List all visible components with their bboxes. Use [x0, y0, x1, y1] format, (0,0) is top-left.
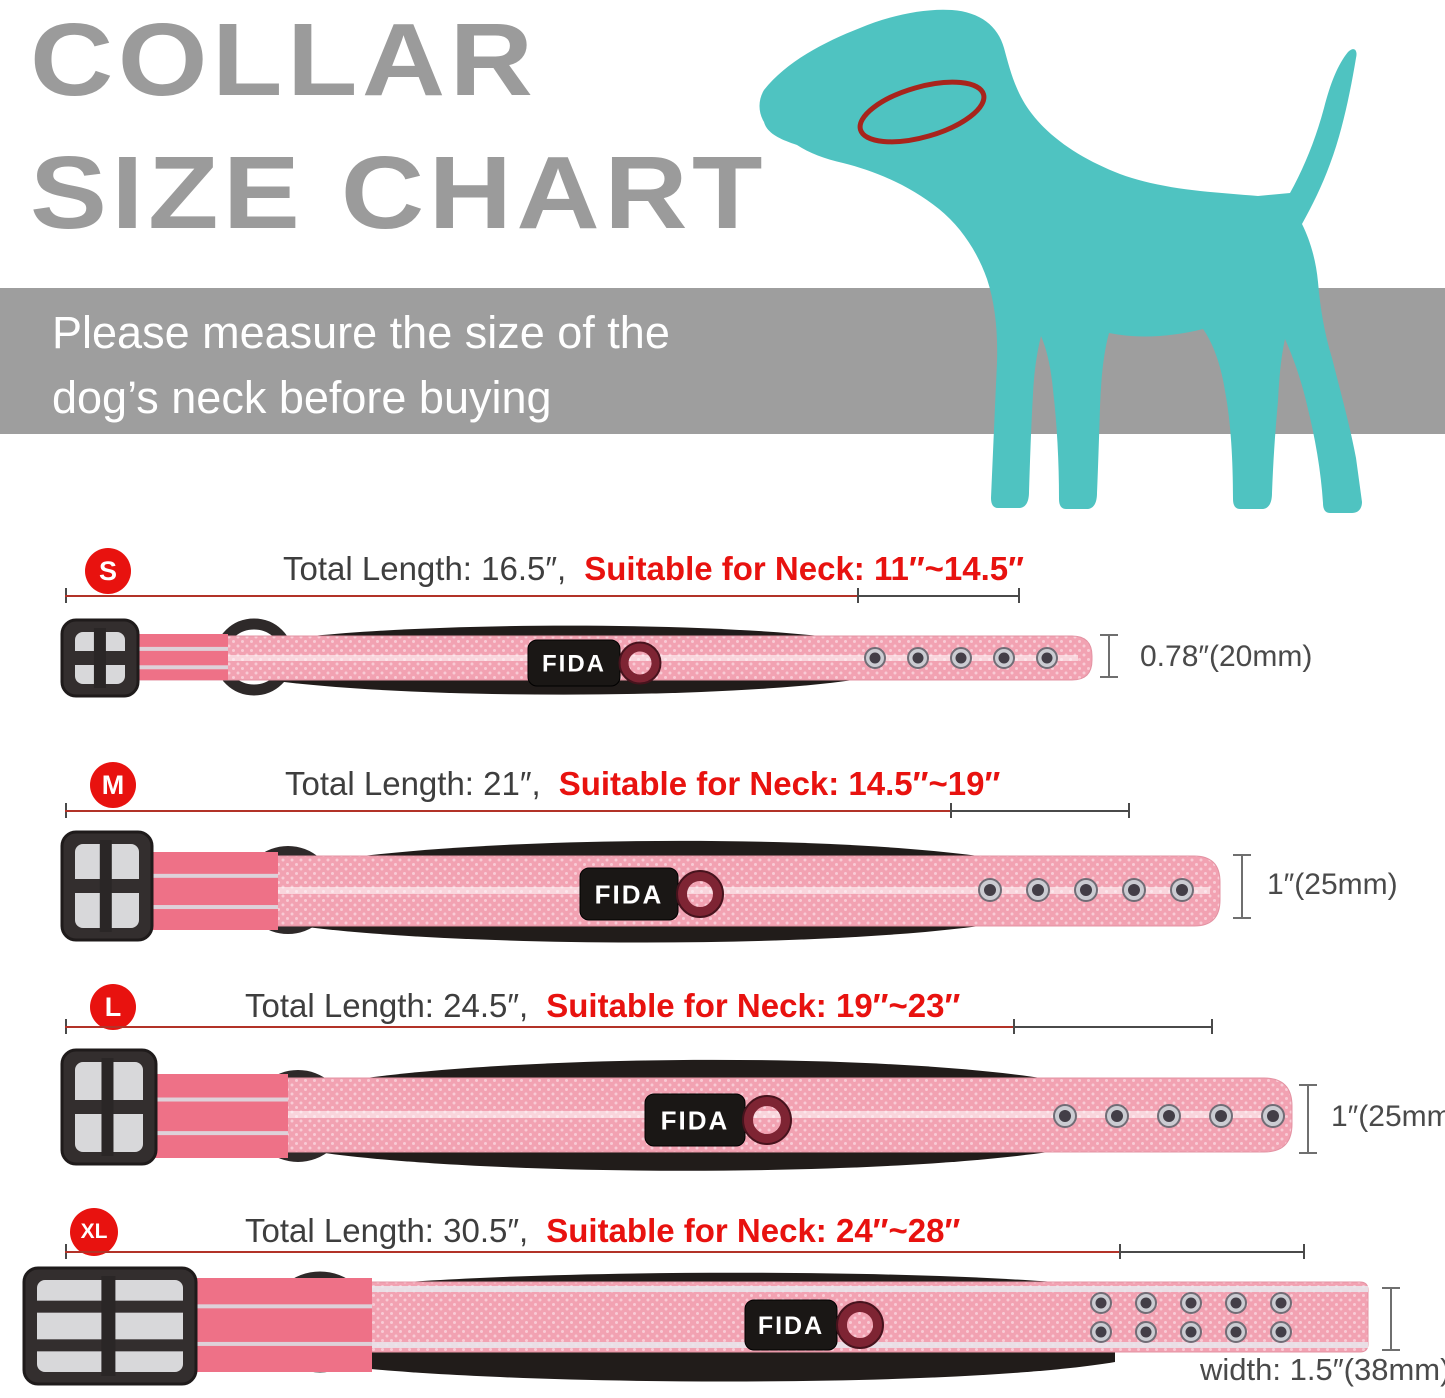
size-badge-l: L: [90, 984, 136, 1030]
brand-label: FIDA: [644, 1093, 746, 1147]
total-length-label-l: Total Length: 24.5″,: [245, 987, 529, 1024]
collar-graphic-xl: FIDA: [22, 1266, 1369, 1386]
grommet-hole: [1267, 1110, 1279, 1122]
size-row-labels-xl: Total Length: 30.5″, Suitable for Neck: …: [245, 1212, 960, 1250]
width-label-s: 0.78″(20mm): [1140, 640, 1313, 673]
size-row-labels-m: Total Length: 21″, Suitable for Neck: 14…: [285, 765, 1000, 803]
buckle-strap-stripe: [126, 873, 278, 878]
size-row-labels-l: Total Length: 24.5″, Suitable for Neck: …: [245, 987, 960, 1025]
grommet-hole: [1230, 1297, 1242, 1309]
brand-label: FIDA: [579, 867, 679, 921]
grommet-hole: [1185, 1326, 1197, 1338]
width-marker-xl: [1382, 1287, 1400, 1351]
width-marker-s: [1100, 634, 1118, 678]
neck-range-label-xl: Suitable for Neck: 24″~28″: [546, 1212, 961, 1249]
width-label-xl: width: 1.5″(38mm): [1200, 1352, 1445, 1387]
grommet-hole: [1095, 1326, 1107, 1338]
collar-graphic-m: FIDA: [60, 830, 1221, 943]
dog-silhouette: [759, 9, 1362, 513]
buckle-strap-stripe: [140, 1304, 372, 1309]
width-marker-m: [1233, 854, 1251, 919]
grommet-hole: [984, 884, 996, 896]
total-length-line-m: [65, 803, 1130, 818]
grommet-hole: [1215, 1110, 1227, 1122]
grommet-hole: [1140, 1326, 1152, 1338]
buckle-strap-stripe: [116, 665, 228, 670]
banner-text-line1: Please measure the size of the: [52, 307, 670, 358]
brand-label: FIDA: [527, 639, 621, 687]
reflective-stripe-top: [360, 1286, 1368, 1292]
brand-label-text: FIDA: [595, 879, 664, 909]
total-length-label-xl: Total Length: 30.5″,: [245, 1212, 529, 1249]
grommet-hole: [1128, 884, 1140, 896]
grommet-holes: [864, 647, 1058, 669]
metal-buckle: [60, 830, 154, 942]
size-badge-s: S: [85, 548, 131, 594]
grommet-holes: [1090, 1292, 1292, 1343]
metal-buckle: [60, 618, 140, 698]
dog-body: [759, 9, 1362, 513]
buckle-strap-stripe: [116, 646, 228, 651]
neck-range-label-m: Suitable for Neck: 14.5″~19″: [558, 765, 1001, 802]
grommet-holes: [978, 878, 1194, 902]
page-title-line2: SIZE CHART: [30, 134, 767, 250]
grommet-hole: [1176, 884, 1188, 896]
grommet-hole: [1230, 1326, 1242, 1338]
width-marker-l: [1299, 1084, 1317, 1154]
label-loop-edge: [676, 870, 724, 918]
grommet-hole: [1111, 1110, 1123, 1122]
brand-label: FIDA: [744, 1299, 838, 1351]
grommet-hole: [1095, 1297, 1107, 1309]
metal-buckle: [22, 1266, 198, 1386]
collar-graphic-s: FIDA: [60, 618, 1093, 698]
size-badge-xl: XL: [70, 1208, 118, 1256]
grommet-hole: [1032, 884, 1044, 896]
label-loop-edge: [618, 641, 662, 685]
collar-graphic-l: FIDA: [60, 1048, 1293, 1171]
grommet-hole: [1041, 652, 1053, 664]
grommet-holes: [1053, 1104, 1285, 1128]
size-badge-m: M: [90, 762, 136, 808]
grommet-hole: [1080, 884, 1092, 896]
grommet-hole: [869, 652, 881, 664]
label-loop: [837, 1302, 883, 1348]
brand-label-text: FIDA: [661, 1105, 730, 1135]
total-length-label-m: Total Length: 21″,: [285, 765, 541, 802]
width-label-l: 1″(25mm): [1331, 1100, 1445, 1133]
buckle-strap-stripe: [126, 905, 278, 910]
total-length-line-s: [65, 588, 1020, 603]
buckle-strap-stripe: [140, 1341, 372, 1346]
buckle-strap-stripe: [130, 1131, 288, 1136]
grommet-hole: [1059, 1110, 1071, 1122]
grommet-hole: [998, 652, 1010, 664]
label-loop-edge: [836, 1301, 884, 1349]
label-loop: [619, 642, 661, 684]
grommet-hole: [1140, 1297, 1152, 1309]
total-length-label-s: Total Length: 16.5″,: [283, 550, 567, 587]
buckle-strap-stripe: [130, 1097, 288, 1102]
brand-label-text: FIDA: [542, 651, 606, 678]
grommet-hole: [1163, 1110, 1175, 1122]
page-title: COLLAR SIZE CHART: [30, 0, 767, 260]
grommet-hole: [955, 652, 967, 664]
grommet-hole: [912, 652, 924, 664]
size-row-labels-s: Total Length: 16.5″, Suitable for Neck: …: [283, 550, 1024, 588]
grommet-hole: [1275, 1297, 1287, 1309]
total-length-line-xl: [65, 1244, 1305, 1259]
grommet-hole: [1185, 1297, 1197, 1309]
neck-range-label-l: Suitable for Neck: 19″~23″: [546, 987, 961, 1024]
label-loop: [677, 871, 723, 917]
grommet-hole: [1275, 1326, 1287, 1338]
page-title-line1: COLLAR: [30, 2, 538, 117]
banner-text-line2: dog’s neck before buying: [52, 371, 552, 423]
metal-buckle: [60, 1048, 158, 1166]
label-loop-edge: [742, 1095, 792, 1145]
neck-range-label-s: Suitable for Neck: 11″~14.5″: [584, 550, 1024, 587]
brand-label-text: FIDA: [758, 1312, 824, 1340]
total-length-line-l: [65, 1019, 1213, 1034]
width-label-m: 1″(25mm): [1267, 868, 1398, 901]
neck-collar-outline: [857, 79, 987, 145]
label-loop: [743, 1096, 791, 1144]
